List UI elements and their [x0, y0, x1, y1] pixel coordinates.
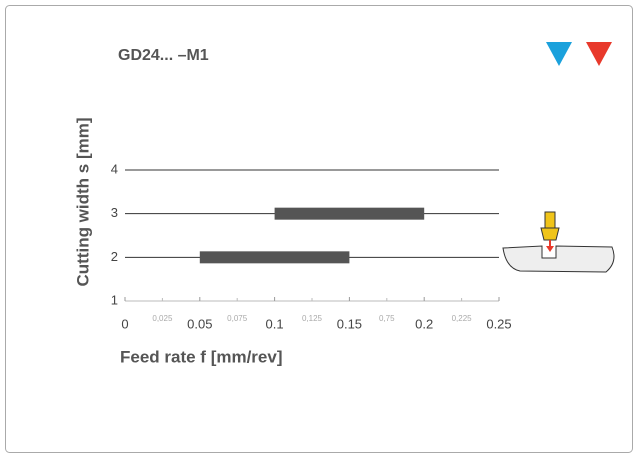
x-tick-label: 0.25 [486, 316, 511, 331]
x-tick-label: 0.05 [187, 316, 212, 331]
icon-blue-triangle [546, 42, 572, 66]
x-tick-label: 0 [121, 316, 128, 331]
chart-title: GD24... –M1 [118, 47, 209, 64]
range-bar [274, 207, 425, 220]
x-minor-tick-label: 0,75 [379, 314, 395, 323]
x-axis-label: Feed rate f [mm/rev] [120, 347, 283, 366]
insert-diagram [502, 211, 615, 273]
x-tick-label: 0.2 [415, 316, 433, 331]
x-minor-tick-label: 0,125 [302, 314, 323, 323]
icon-red-triangle [586, 42, 612, 66]
x-minor-tick-label: 0,025 [152, 314, 173, 323]
x-minor-tick-label: 0,075 [227, 314, 248, 323]
x-tick-label: 0.1 [266, 316, 284, 331]
y-axis-label: Cutting width s [mm] [73, 117, 92, 286]
y-tick-label: 4 [111, 161, 118, 176]
y-tick-label: 3 [111, 205, 118, 220]
y-tick-label: 2 [111, 249, 118, 264]
x-minor-tick-label: 0,225 [452, 314, 473, 323]
y-tick-label: 1 [111, 292, 118, 307]
range-bar [199, 251, 350, 264]
frame [5, 5, 633, 453]
x-tick-label: 0.15 [337, 316, 362, 331]
